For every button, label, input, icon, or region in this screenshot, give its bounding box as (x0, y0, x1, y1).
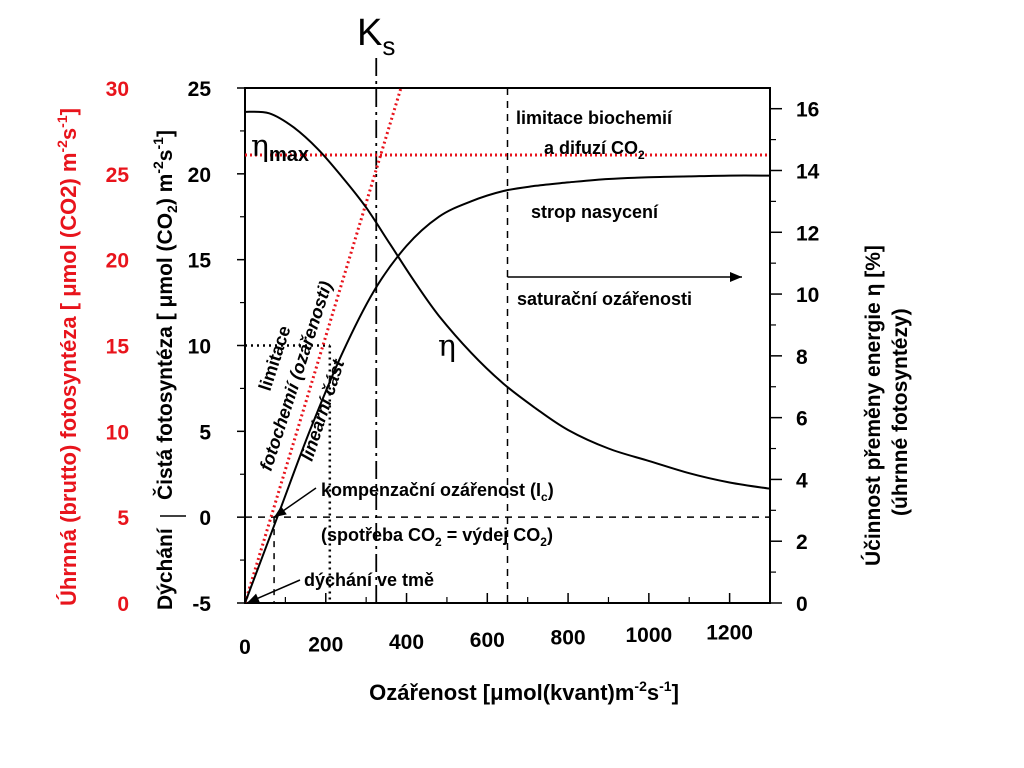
initial-slope-line (245, 88, 403, 603)
y-tick-label: 5 (199, 421, 211, 444)
y2-tick-label: 4 (796, 469, 808, 492)
x-axis-label: Ozářenost [μmol(kvant)m-2s-1] (369, 678, 679, 705)
series-group (245, 88, 770, 603)
y2-tick-label: 10 (796, 284, 819, 307)
y-tick-label: 15 (188, 250, 212, 273)
eta-curve-label: η (438, 329, 456, 364)
y-outer-tick-label: 15 (106, 336, 130, 359)
y-tick-label: 10 (188, 336, 211, 359)
annotation-spotreba: (spotřeba CO2 = výdej CO2) (321, 525, 553, 549)
annotation-saturacni: saturační ozářenosti (517, 289, 692, 309)
y-axis-label-net: Čistá fotosyntéza [ μmol (CO2) m-2s-1] (150, 130, 180, 500)
y2-tick-label: 16 (796, 99, 819, 122)
y-outer-tick-label: 0 (117, 593, 129, 616)
y2-tick-label: 14 (796, 160, 820, 183)
x-tick-label: 800 (551, 626, 586, 649)
x-tick-label: 1000 (625, 624, 672, 647)
reference-lines (245, 58, 770, 603)
annotation-strop-nasyceni: strop nasycení (531, 202, 659, 222)
y-outer-tick-label: 10 (106, 421, 129, 444)
y2-axis-label-sub: (úhrnné fotosyntézy) (889, 308, 912, 516)
ks-main: K (357, 12, 382, 54)
y-outer-tick-label: 20 (106, 250, 129, 273)
ks-label: Ks (357, 12, 395, 61)
annotation-limitace-biochemii: limitace biochemií (516, 108, 673, 128)
ks-sub: s (382, 31, 395, 61)
y2-tick-label: 2 (796, 531, 808, 554)
compensation-arrow-head (274, 506, 287, 518)
y2-tick-label: 8 (796, 346, 808, 369)
tick-labels-group: 0 200 400 600 800 1000 1200-505101520250510152… (106, 78, 820, 659)
y-outer-tick-label: 5 (117, 507, 129, 530)
eta-max-label: ηmax (251, 129, 309, 166)
annotation-dychani-ve-tme: dýchání ve tmě (304, 570, 434, 590)
annotation-arrows (246, 272, 742, 604)
x-tick-label: 1200 (706, 622, 753, 645)
eta-curve (245, 110, 770, 490)
annotation-difuzi-co2: a difuzí CO2 (544, 138, 645, 162)
x-tick-label: 0 (239, 636, 251, 659)
y-outer-tick-label: 30 (106, 78, 129, 101)
y-tick-label: 20 (188, 164, 211, 187)
y2-tick-label: 6 (796, 408, 808, 431)
ticks-group (237, 87, 782, 604)
photosynthesis-curve (245, 174, 770, 603)
saturation-arrow-head (730, 272, 742, 282)
x-tick-label: 600 (470, 629, 505, 652)
y-tick-label: -5 (192, 593, 211, 616)
y-axis-label-dychani: Dýchání (154, 527, 177, 610)
y-axis-label-gross: Úhrnná (brutto) fotosyntéza [ μmol (CO2)… (54, 108, 81, 606)
y-tick-label: 25 (188, 78, 212, 101)
y2-tick-label: 12 (796, 222, 819, 245)
y2-tick-label: 0 (796, 593, 808, 616)
y-tick-label: 0 (199, 507, 211, 530)
x-tick-label: 400 (389, 631, 424, 654)
y2-axis-label: Účinnost přeměny energie η [%] (861, 245, 885, 566)
annotation-kompenzacni: kompenzační ozářenost (Ic) (321, 480, 554, 504)
x-tick-label: 200 (308, 634, 343, 657)
y-outer-tick-label: 25 (106, 164, 130, 187)
dark-respiration-arrow-head (247, 593, 260, 603)
